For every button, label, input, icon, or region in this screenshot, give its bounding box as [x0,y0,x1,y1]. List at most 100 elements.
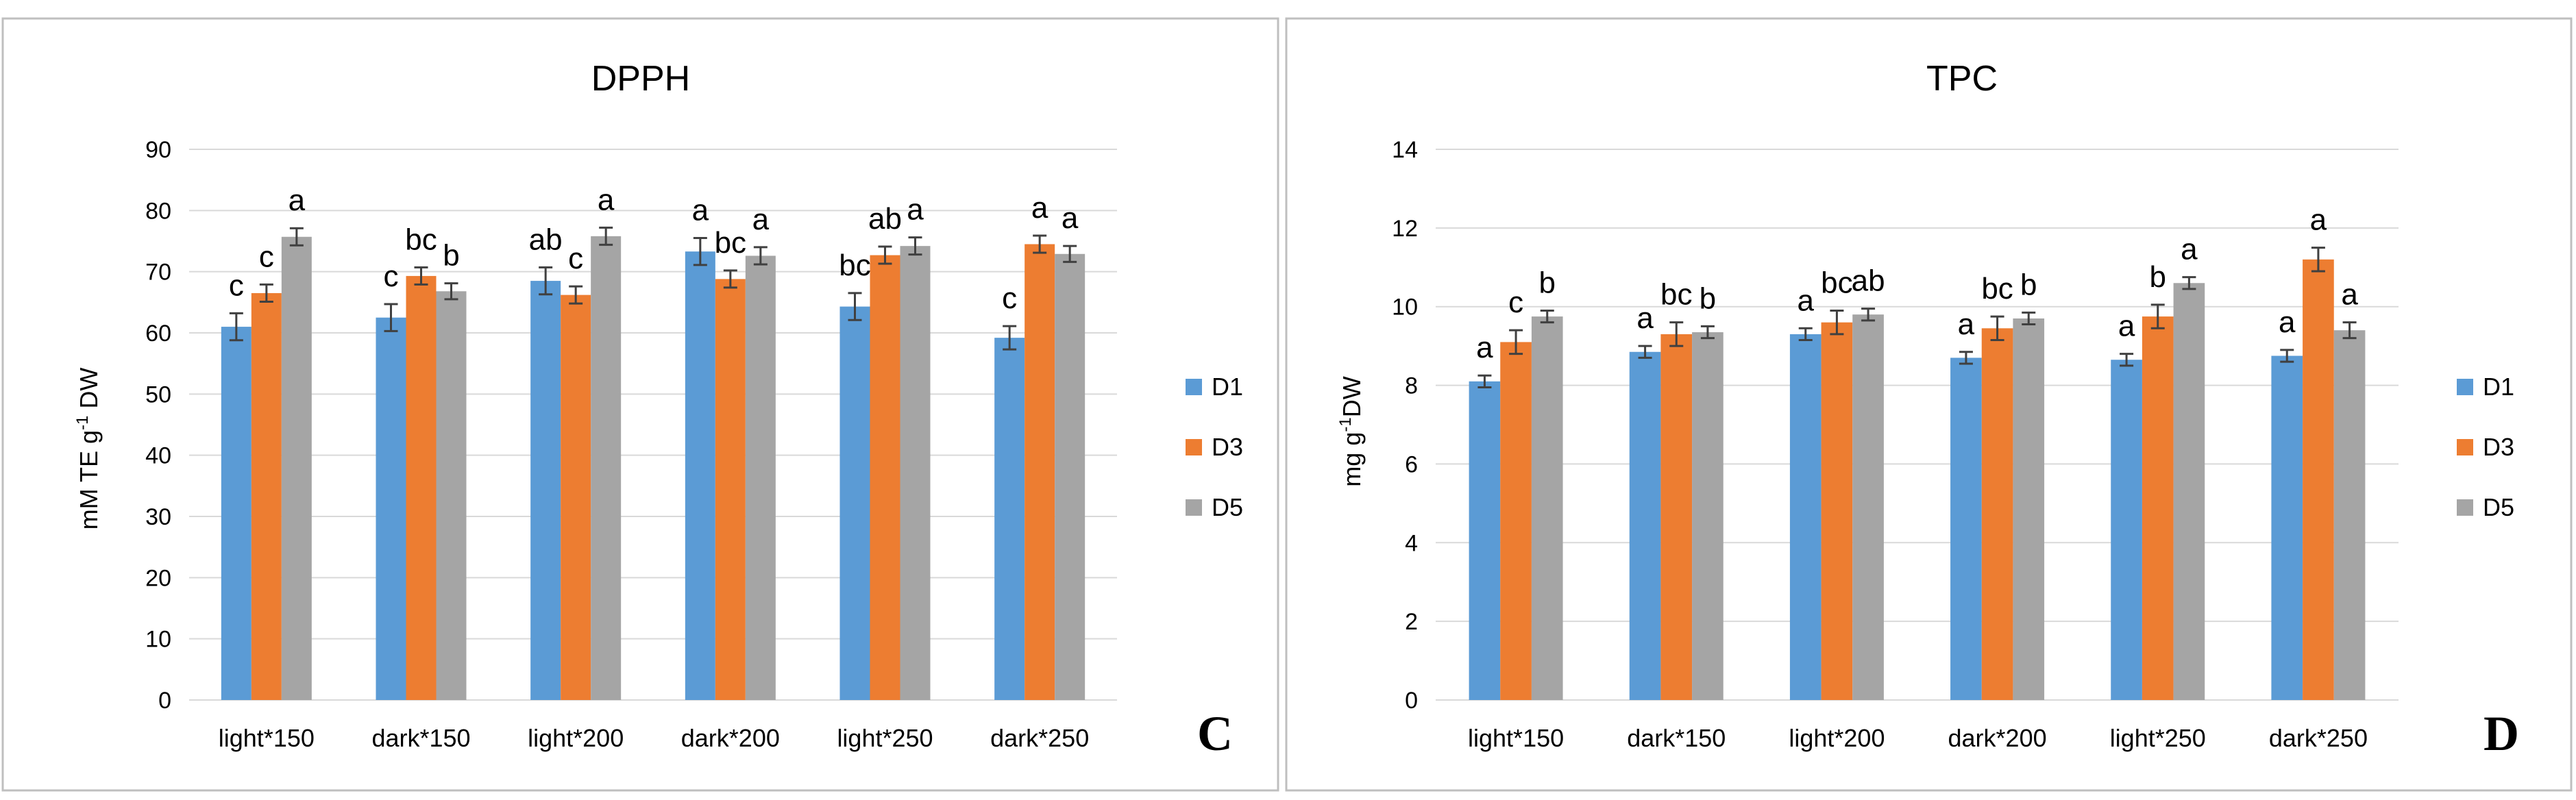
y-tick-label: 10 [1392,295,1418,321]
significance-label: bc [405,223,437,256]
legend-item-d5: D5 [1186,493,1243,521]
gridlines [1436,149,2399,701]
bar-d3 [1025,244,1055,700]
y-tick-label: 10 [145,627,171,653]
legend-label: D3 [2483,433,2514,461]
significance-label: bc [1981,272,2013,305]
panel-letter: C [1197,706,1233,761]
legend-item-d5: D5 [2457,493,2514,521]
x-tick-label: dark*150 [1627,724,1726,752]
significance-label: b [1539,266,1556,299]
bar-d3 [1660,334,1693,700]
y-axis-label-superscript: -1 [1336,417,1355,432]
bar-d5 [900,246,931,700]
significance-label: a [1031,191,1048,225]
error-bar [1798,327,1813,342]
legend-item-d3: D3 [1186,433,1243,461]
error-bar [569,285,583,305]
y-axis-ticks: 0 2 4 6 8 10 12 14 [1392,137,1418,714]
significance-label: a [2341,278,2358,312]
bar-d5 [2013,318,2045,700]
legend-swatch [2457,379,2473,395]
error-bar [1830,309,1844,336]
error-bar [1861,308,1876,322]
legend-label: D3 [1212,433,1243,461]
bar-d3 [715,279,746,700]
error-bar [1477,374,1492,388]
bar-d3 [870,255,900,701]
error-bar [723,269,737,289]
significance-label: bc [839,249,870,282]
y-tick-label: 14 [1392,137,1418,163]
bar-d3 [2303,259,2334,700]
significance-label: bc [1821,266,1852,299]
x-tick-label: light*250 [2110,724,2206,752]
error-bar [2120,353,2134,367]
bar-d3 [1821,322,1853,701]
x-axis-ticks: light*150 dark*150 light*200 dark*200 light*… [1468,724,2368,752]
error-bar [1063,245,1077,263]
error-bar [908,236,922,256]
x-tick-label: light*200 [1789,724,1885,752]
bar-d1 [530,281,561,701]
significance-label: c [1002,282,1017,315]
significance-label: b [2020,268,2037,301]
error-bar [1990,315,2004,342]
panel-border [1285,17,2573,792]
significance-label: a [1798,284,1815,317]
y-tick-label: 20 [145,565,171,591]
y-axis-label-superscript: -1 [73,416,92,430]
error-bar [1033,234,1047,254]
bar-d3 [1500,342,1532,700]
bar-d5 [1852,314,1884,700]
bar-d1 [994,338,1025,700]
error-bar [2022,311,2036,326]
significance-label: a [907,193,924,227]
chart-title: DPPH [591,59,690,99]
bar-d1 [839,306,870,700]
significance-label: a [2181,233,2198,266]
significance-label: b [2150,260,2166,294]
bar-d1 [1629,351,1661,700]
bar-d1 [685,251,715,701]
bar-d1 [2271,355,2303,700]
significance-label: b [1700,282,1716,315]
error-bar [878,245,892,265]
bar-d3 [2142,316,2174,701]
error-bar [2150,303,2165,329]
legend-swatch [2457,499,2473,516]
significance-label: c [1508,286,1523,319]
error-bar [2311,247,2325,273]
bar-d5 [591,236,622,700]
y-tick-label: 30 [145,504,171,530]
legend-label: D5 [2483,493,2514,521]
error-bar [1700,325,1715,340]
bar-d1 [1789,334,1821,700]
x-tick-label: light*200 [528,724,624,752]
y-tick-label: 4 [1405,530,1418,556]
chart-title: TPC [1926,59,1998,99]
bar-d3 [406,275,437,700]
x-tick-label: light*250 [837,724,933,752]
bar-d1 [1950,358,1982,700]
error-bar [2280,349,2294,363]
significance-label: c [259,240,274,273]
significance-label: a [2279,305,2296,339]
bar-d5 [1055,253,1085,700]
error-bar [1669,321,1684,347]
y-tick-label: 2 [1405,609,1418,635]
significance-label: a [1476,331,1493,364]
significance-label: a [2118,310,2135,343]
significance-label: b [443,239,459,273]
error-bar [693,237,707,266]
error-bar [599,226,613,246]
legend-swatch [1186,499,1202,516]
bar-d3 [251,292,282,700]
error-bar [539,266,553,296]
bar-d3 [561,295,591,700]
bar-d3 [1981,328,2013,700]
bar-d1 [2111,360,2142,700]
